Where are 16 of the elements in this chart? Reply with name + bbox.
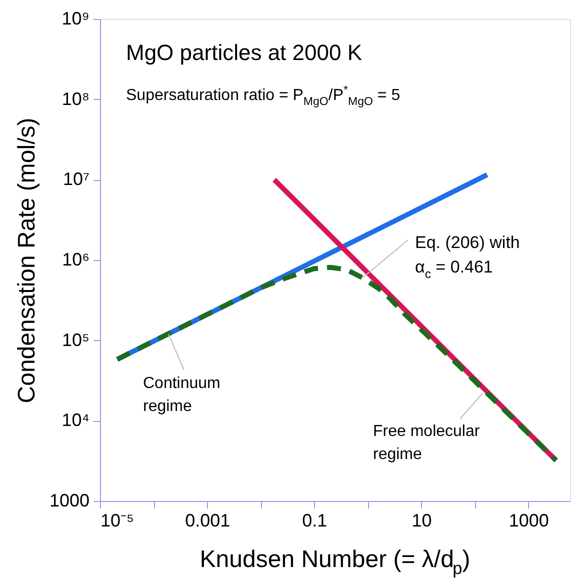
annotation: Free molecular regime [373,423,480,464]
y-tick-label: 10⁹ [62,8,90,28]
y-tick-label: 10⁸ [62,88,90,109]
y-tick-label: 10⁴ [62,410,90,430]
x-tick-label: 1000 [508,510,549,530]
annotation: Continuum regime [143,375,220,416]
x-tick-label: 0.001 [185,510,230,530]
y-tick-label: 10⁶ [62,250,90,270]
x-tick-label: 0.1 [302,510,328,530]
x-tick-label: 10 [412,510,432,530]
annotation: MgO particles at 2000 K [126,40,362,65]
y-tick-label: 10⁷ [62,169,90,190]
x-tick-label: 10⁻⁵ [100,510,134,530]
y-tick-label: 10⁵ [62,330,90,350]
y-axis-title: Condensation Rate (mol/s) [13,118,40,404]
y-tick-label: 1000 [49,490,90,510]
